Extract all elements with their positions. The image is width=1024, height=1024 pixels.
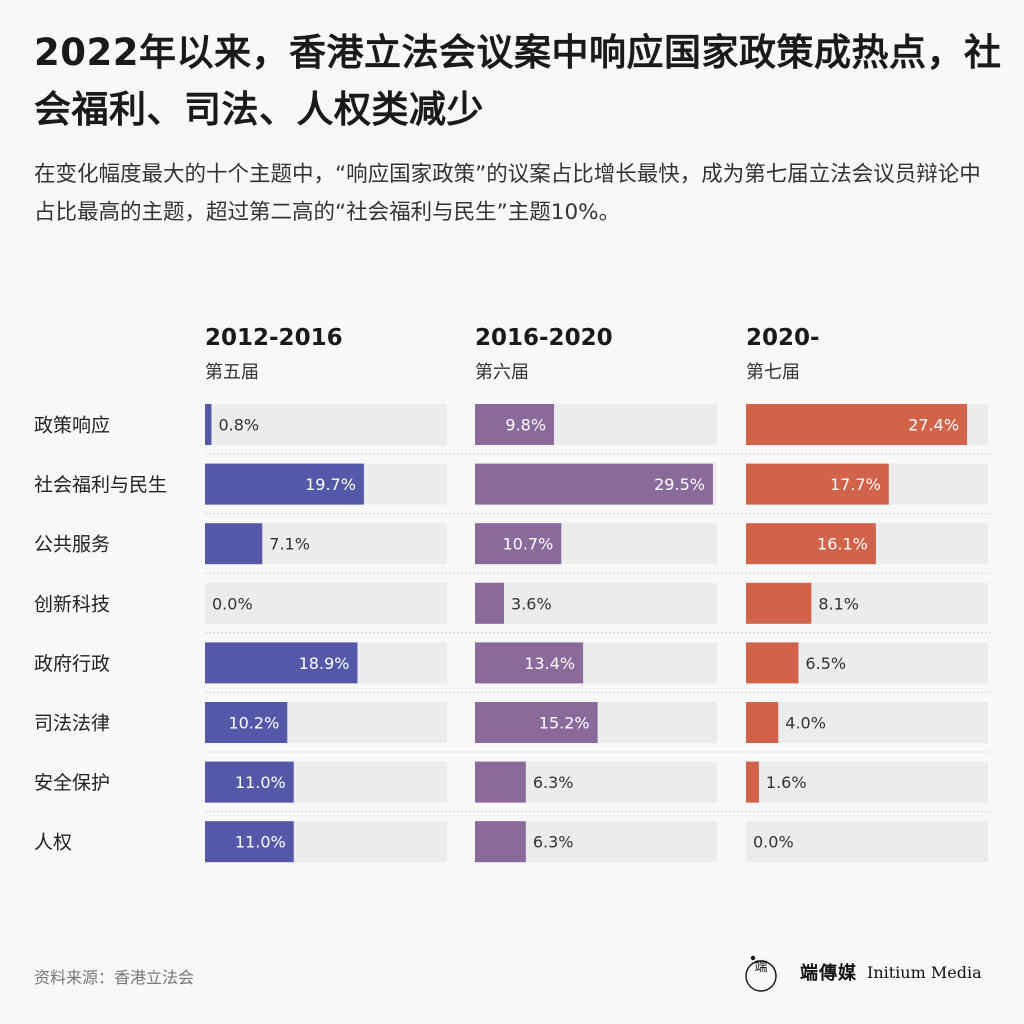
bar	[205, 821, 294, 863]
series-header: 2020-	[746, 325, 820, 351]
bar	[746, 761, 759, 803]
data-label: 0.0%	[753, 833, 794, 852]
data-label: 16.1%	[817, 535, 868, 554]
bar	[205, 523, 263, 565]
bar	[746, 523, 876, 565]
category-label: 公共服务	[34, 534, 110, 556]
bar	[475, 582, 505, 624]
data-label: 10.7%	[502, 535, 553, 554]
bar-track	[746, 821, 988, 863]
brand-name-en: Initium Media	[867, 962, 982, 982]
data-label: 0.0%	[212, 594, 253, 613]
data-label: 13.4%	[524, 654, 575, 673]
category-label: 社会福利与民生	[34, 474, 167, 496]
data-label: 18.9%	[299, 654, 350, 673]
data-label: 11.0%	[235, 773, 286, 792]
data-label: 6.3%	[533, 773, 574, 792]
bar	[205, 761, 294, 803]
bar	[746, 404, 968, 445]
bar-track	[205, 582, 447, 624]
data-label: 15.2%	[539, 714, 590, 733]
bar	[475, 463, 713, 505]
series-subheader: 第七届	[746, 362, 800, 383]
data-label: 0.8%	[218, 416, 259, 435]
bar	[475, 702, 598, 743]
data-label: 19.7%	[305, 475, 356, 494]
bar	[746, 463, 889, 505]
bar	[475, 404, 555, 445]
data-label: 6.3%	[533, 833, 574, 852]
series-header: 2016-2020	[475, 325, 613, 351]
data-label: 6.5%	[805, 654, 846, 673]
bar	[746, 702, 779, 743]
category-label: 人权	[34, 832, 72, 854]
bar-track	[475, 582, 717, 624]
series-subheader: 第六届	[475, 362, 529, 383]
data-label: 11.0%	[235, 833, 286, 852]
svg-text:端: 端	[754, 960, 767, 975]
chart-title: 2022年以来，香港立法会议案中响应国家政策成热点，社会福利、司法、人权类减少	[34, 31, 1002, 131]
category-label: 创新科技	[34, 593, 110, 615]
bar-track	[746, 761, 988, 803]
data-label: 7.1%	[269, 535, 310, 554]
category-label: 安全保护	[34, 772, 110, 794]
bar	[746, 582, 812, 624]
data-label: 1.6%	[766, 773, 807, 792]
bar	[475, 821, 526, 863]
series-subheader: 第五届	[205, 362, 259, 383]
bar	[205, 642, 358, 684]
category-label: 司法法律	[34, 713, 110, 735]
bar	[746, 642, 799, 684]
data-label: 29.5%	[654, 475, 705, 494]
series-header: 2012-2016	[205, 325, 343, 351]
chart-subtitle: 在变化幅度最大的十个主题中，“响应国家政策”的议案占比增长最快，成为第七届立法会…	[34, 162, 981, 225]
data-label: 9.8%	[505, 416, 546, 435]
category-label: 政策响应	[34, 415, 110, 437]
data-label: 8.1%	[818, 594, 859, 613]
initium-logo-icon: 端	[745, 955, 777, 992]
source-note: 资料来源：香港立法会	[34, 968, 195, 987]
data-label: 10.2%	[228, 714, 279, 733]
data-label: 3.6%	[511, 594, 552, 613]
brand-name-cn: 端傳媒	[800, 963, 857, 984]
bar	[475, 523, 562, 565]
bar	[475, 761, 526, 803]
bar	[475, 642, 584, 684]
data-label: 4.0%	[785, 714, 826, 733]
bar-track	[205, 404, 447, 445]
category-label: 政府行政	[34, 653, 110, 675]
brand: 端 端傳媒 Initium Media	[744, 952, 982, 992]
bar	[205, 702, 288, 743]
bar	[205, 463, 364, 505]
bar	[205, 404, 212, 445]
data-label: 27.4%	[908, 416, 959, 435]
data-label: 17.7%	[830, 475, 881, 494]
bar-track	[746, 702, 988, 743]
